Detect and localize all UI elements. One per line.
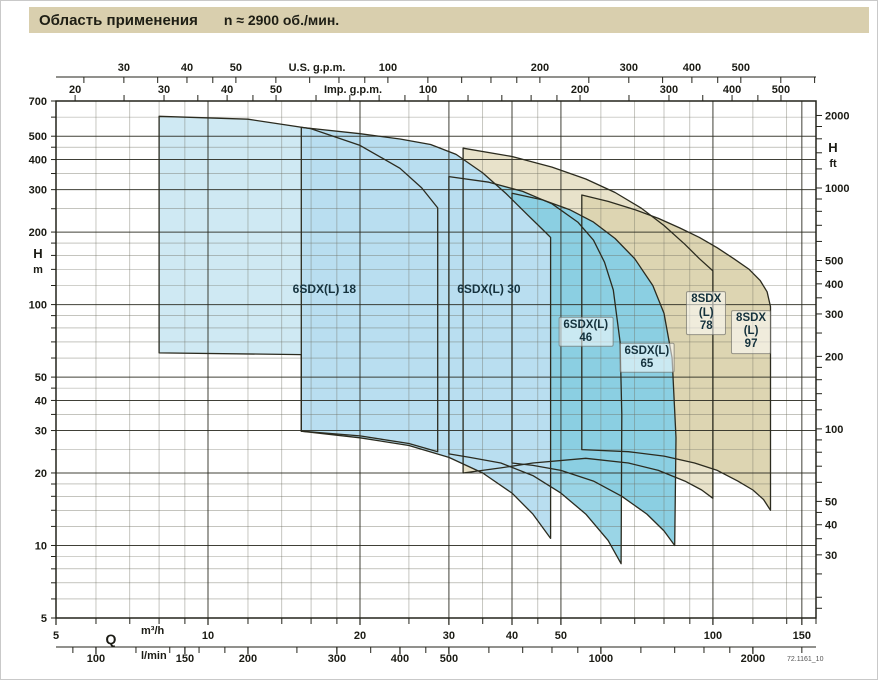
lmin-tick-label: 500 xyxy=(440,653,458,665)
lmin-tick-label: 200 xyxy=(239,653,257,665)
h-ft-unit-label: ft xyxy=(829,158,837,170)
q-tick-label: 5 xyxy=(53,630,59,642)
h-ft-tick-label: 2000 xyxy=(825,110,849,122)
h-ft-tick-label: 40 xyxy=(825,520,837,532)
h-m-tick-label: 50 xyxy=(35,372,47,384)
q-tick-label: 30 xyxy=(443,630,455,642)
h-ft-tick-label: 30 xyxy=(825,550,837,562)
h-ft-tick-label: 400 xyxy=(825,279,843,291)
lmin-tick-label: 150 xyxy=(176,653,194,665)
q-unit-label: m³/h xyxy=(141,625,165,637)
h-m-tick-label: 700 xyxy=(29,96,47,108)
imp-gpm-tick-label: 20 xyxy=(69,84,81,96)
lmin-tick-label: 400 xyxy=(391,653,409,665)
region-outline-8sdx78 xyxy=(462,147,714,499)
imp-gpm-axis-title: Imp. g.p.m. xyxy=(324,84,382,96)
h-ft-axis-title: H xyxy=(828,140,837,155)
h-ft-tick-label: 500 xyxy=(825,256,843,268)
q-tick-label: 10 xyxy=(202,630,214,642)
h-m-tick-label: 500 xyxy=(29,131,47,143)
h-ft-tick-label: 1000 xyxy=(825,183,849,195)
q-tick-label: 150 xyxy=(793,630,811,642)
h-ft-tick-label: 200 xyxy=(825,351,843,363)
h-m-tick-label: 40 xyxy=(35,395,47,407)
h-m-axis-title: H xyxy=(33,246,42,261)
h-m-tick-label: 10 xyxy=(35,540,47,552)
imp-gpm-tick-label: 400 xyxy=(723,84,741,96)
us-gpm-tick-label: 300 xyxy=(620,62,638,74)
imp-gpm-tick-label: 100 xyxy=(419,84,437,96)
lmin-tick-label: 1000 xyxy=(589,653,613,665)
q-tick-label: 50 xyxy=(555,630,567,642)
us-gpm-tick-label: 30 xyxy=(118,62,130,74)
us-gpm-axis-title: U.S. g.p.m. xyxy=(289,62,346,74)
q-tick-label: 20 xyxy=(354,630,366,642)
region-outline-6sdx30 xyxy=(300,126,552,540)
h-m-tick-label: 100 xyxy=(29,300,47,312)
q-axis-title: Q xyxy=(106,631,117,647)
imp-gpm-tick-label: 40 xyxy=(221,84,233,96)
imp-gpm-tick-label: 30 xyxy=(158,84,170,96)
us-gpm-tick-label: 100 xyxy=(379,62,397,74)
h-m-tick-label: 300 xyxy=(29,185,47,197)
us-gpm-tick-label: 40 xyxy=(181,62,193,74)
h-m-tick-label: 400 xyxy=(29,155,47,167)
us-gpm-tick-label: 200 xyxy=(531,62,549,74)
lmin-tick-label: 100 xyxy=(87,653,105,665)
lmin-tick-label: 300 xyxy=(328,653,346,665)
region-fill-6sdx30 xyxy=(301,127,551,539)
imp-gpm-tick-label: 300 xyxy=(660,84,678,96)
region-outline-6sdx46 xyxy=(448,175,623,565)
imp-gpm-tick-label: 200 xyxy=(571,84,589,96)
imp-gpm-tick-label: 50 xyxy=(270,84,282,96)
us-gpm-tick-label: 50 xyxy=(230,62,242,74)
imp-gpm-tick-label: 500 xyxy=(772,84,790,96)
h-m-tick-label: 200 xyxy=(29,227,47,239)
title-bar: Область применения n ≈ 2900 об./мин. xyxy=(29,7,869,33)
h-m-unit-label: m xyxy=(33,264,43,276)
h-ft-tick-label: 50 xyxy=(825,496,837,508)
h-ft-tick-label: 300 xyxy=(825,309,843,321)
lmin-unit-label: l/min xyxy=(141,650,167,662)
region-outline-8sdx97 xyxy=(581,194,772,511)
plot-frame xyxy=(55,100,817,619)
figure-code: 72.1161_10 xyxy=(787,656,824,663)
q-tick-label: 100 xyxy=(704,630,722,642)
h-m-tick-label: 5 xyxy=(41,613,47,625)
q-tick-label: 40 xyxy=(506,630,518,642)
page-title: Область применения xyxy=(39,11,198,29)
speed-note: n ≈ 2900 об./мин. xyxy=(223,12,340,28)
lmin-tick-label: 2000 xyxy=(741,653,765,665)
h-m-tick-label: 20 xyxy=(35,468,47,480)
us-gpm-tick-label: 500 xyxy=(732,62,750,74)
h-m-tick-label: 30 xyxy=(35,426,47,438)
us-gpm-tick-label: 400 xyxy=(683,62,701,74)
h-ft-tick-label: 100 xyxy=(825,424,843,436)
